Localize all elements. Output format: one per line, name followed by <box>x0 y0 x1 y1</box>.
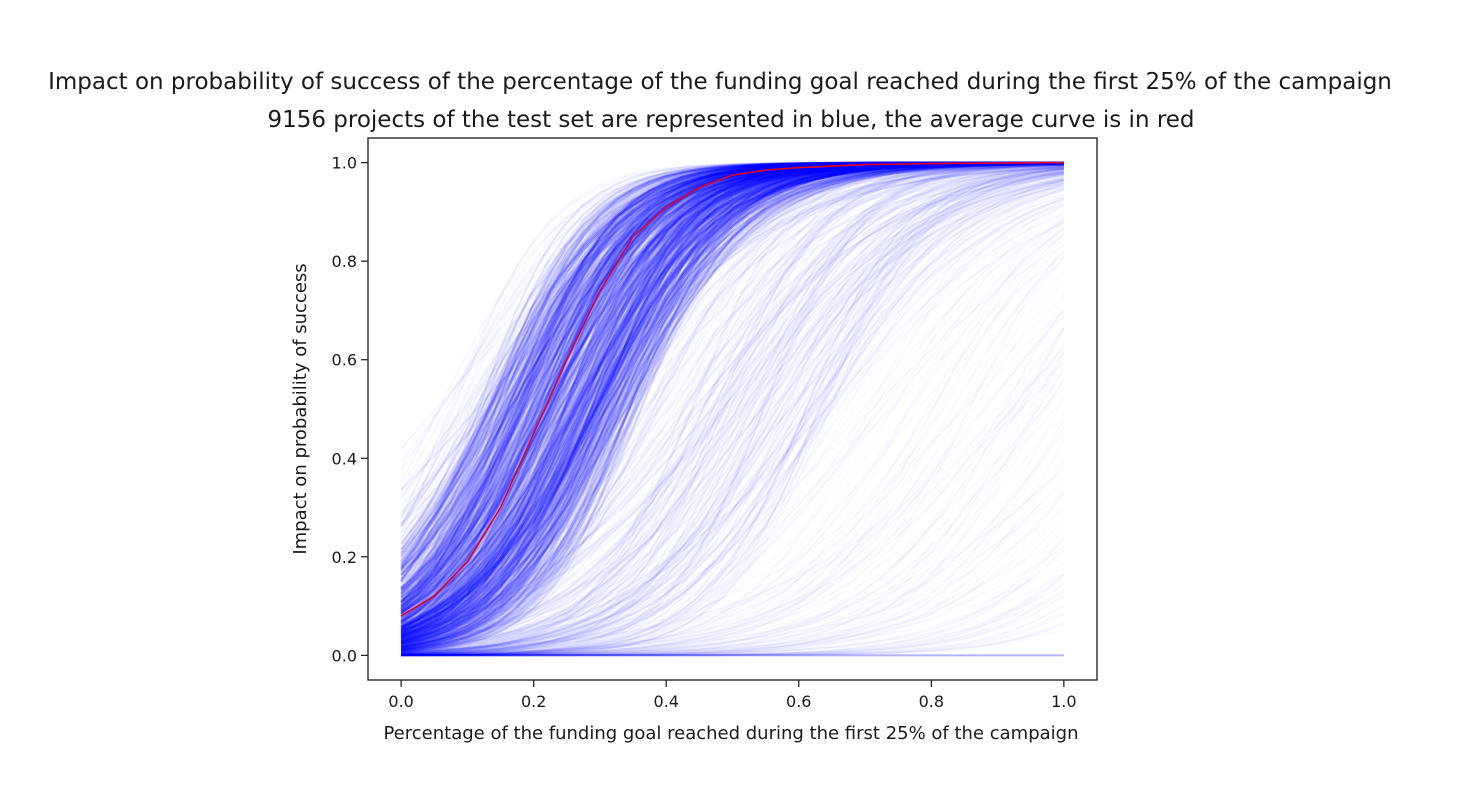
project-curve <box>400 162 1064 617</box>
project-curve <box>400 161 1064 646</box>
project-curve <box>400 162 1064 607</box>
project-curve <box>400 161 1064 633</box>
project-curve <box>400 162 1064 632</box>
project-curve <box>400 162 1064 620</box>
project-curve <box>400 162 1064 629</box>
project-curve <box>400 161 1064 614</box>
project-curve <box>400 162 1064 628</box>
project-curve <box>400 162 1064 617</box>
y-tick-label: 0.8 <box>332 252 357 271</box>
project-curve <box>400 161 1064 646</box>
project-curve <box>400 161 1064 650</box>
project-curve <box>400 162 1064 630</box>
project-curve <box>400 161 1064 629</box>
project-curve <box>400 161 1064 628</box>
project-curve <box>400 162 1064 621</box>
project-curve <box>400 161 1064 619</box>
x-tick-label: 0.6 <box>786 692 811 711</box>
project-curve <box>400 161 1064 603</box>
project-curve <box>400 162 1064 626</box>
project-curve <box>400 162 1064 637</box>
project-curve <box>400 162 1064 626</box>
project-curve <box>400 162 1064 640</box>
project-curve <box>400 161 1064 637</box>
x-tick-label: 1.0 <box>1051 692 1076 711</box>
project-curve <box>400 161 1064 643</box>
project-curve <box>400 162 1064 618</box>
y-tick-label: 0.4 <box>332 449 357 468</box>
project-curve <box>400 162 1064 636</box>
project-curve <box>400 162 1064 633</box>
y-tick-label: 0.6 <box>332 351 357 370</box>
y-axis-ticks: 0.0 0.2 0.4 0.6 0.8 1.0 <box>332 154 368 665</box>
project-curve <box>400 161 1064 638</box>
x-tick-label: 0.2 <box>521 692 546 711</box>
project-curve <box>400 161 1064 632</box>
project-curve <box>400 162 1064 644</box>
y-tick-label: 0.0 <box>332 646 357 665</box>
project-curve <box>400 161 1064 633</box>
project-curve <box>400 161 1064 641</box>
project-curve <box>400 162 1064 628</box>
project-curve <box>400 162 1064 626</box>
project-curve <box>400 162 1064 637</box>
project-curve <box>400 162 1064 626</box>
chart-subtitle: 9156 projects of the test set are repres… <box>267 107 1194 133</box>
project-curve <box>400 162 1064 638</box>
project-curve <box>400 162 1064 603</box>
project-curve <box>400 162 1064 632</box>
project-curve <box>400 162 1064 633</box>
project-curve <box>400 161 1064 623</box>
project-curve <box>400 161 1064 622</box>
project-curve <box>400 161 1064 627</box>
x-axis-label: Percentage of the funding goal reached d… <box>383 723 1078 744</box>
project-curve <box>400 162 1064 631</box>
project-curve <box>400 161 1064 644</box>
project-curve <box>400 161 1064 613</box>
project-curve <box>400 161 1064 633</box>
project-curve <box>400 162 1064 614</box>
x-tick-label: 0.8 <box>919 692 944 711</box>
project-curve <box>400 161 1064 632</box>
project-curve <box>400 161 1064 583</box>
project-curve <box>400 162 1064 628</box>
y-axis-label: Impact on probability of success <box>290 263 311 554</box>
project-curve <box>400 162 1064 646</box>
project-curve <box>400 162 1064 600</box>
project-curve <box>400 161 1064 633</box>
plot-frame <box>367 137 1098 681</box>
project-curve <box>400 162 1064 638</box>
project-curve <box>400 161 1064 631</box>
project-curve <box>400 162 1064 607</box>
project-curves <box>400 161 1064 657</box>
x-tick-label: 0.4 <box>654 692 679 711</box>
x-tick-label: 0.0 <box>388 692 413 711</box>
project-curve <box>400 162 1064 628</box>
average-curve-layer <box>400 161 1064 617</box>
project-curve <box>400 161 1064 649</box>
project-curve <box>400 162 1064 643</box>
chart-title: Impact on probability of success of the … <box>48 69 1392 95</box>
y-tick-label: 0.2 <box>332 548 357 567</box>
average-curve <box>400 161 1064 617</box>
project-curve <box>400 162 1064 618</box>
project-curve <box>400 162 1064 636</box>
project-curve <box>400 161 1064 629</box>
y-tick-label: 1.0 <box>332 154 357 173</box>
project-curve <box>400 162 1064 604</box>
project-curve <box>400 162 1064 623</box>
project-curve <box>400 161 1064 640</box>
project-curve <box>400 162 1064 643</box>
project-curve <box>400 161 1064 634</box>
x-axis-ticks: 0.0 0.2 0.4 0.6 0.8 1.0 <box>388 680 1077 711</box>
project-curve <box>400 161 1064 631</box>
